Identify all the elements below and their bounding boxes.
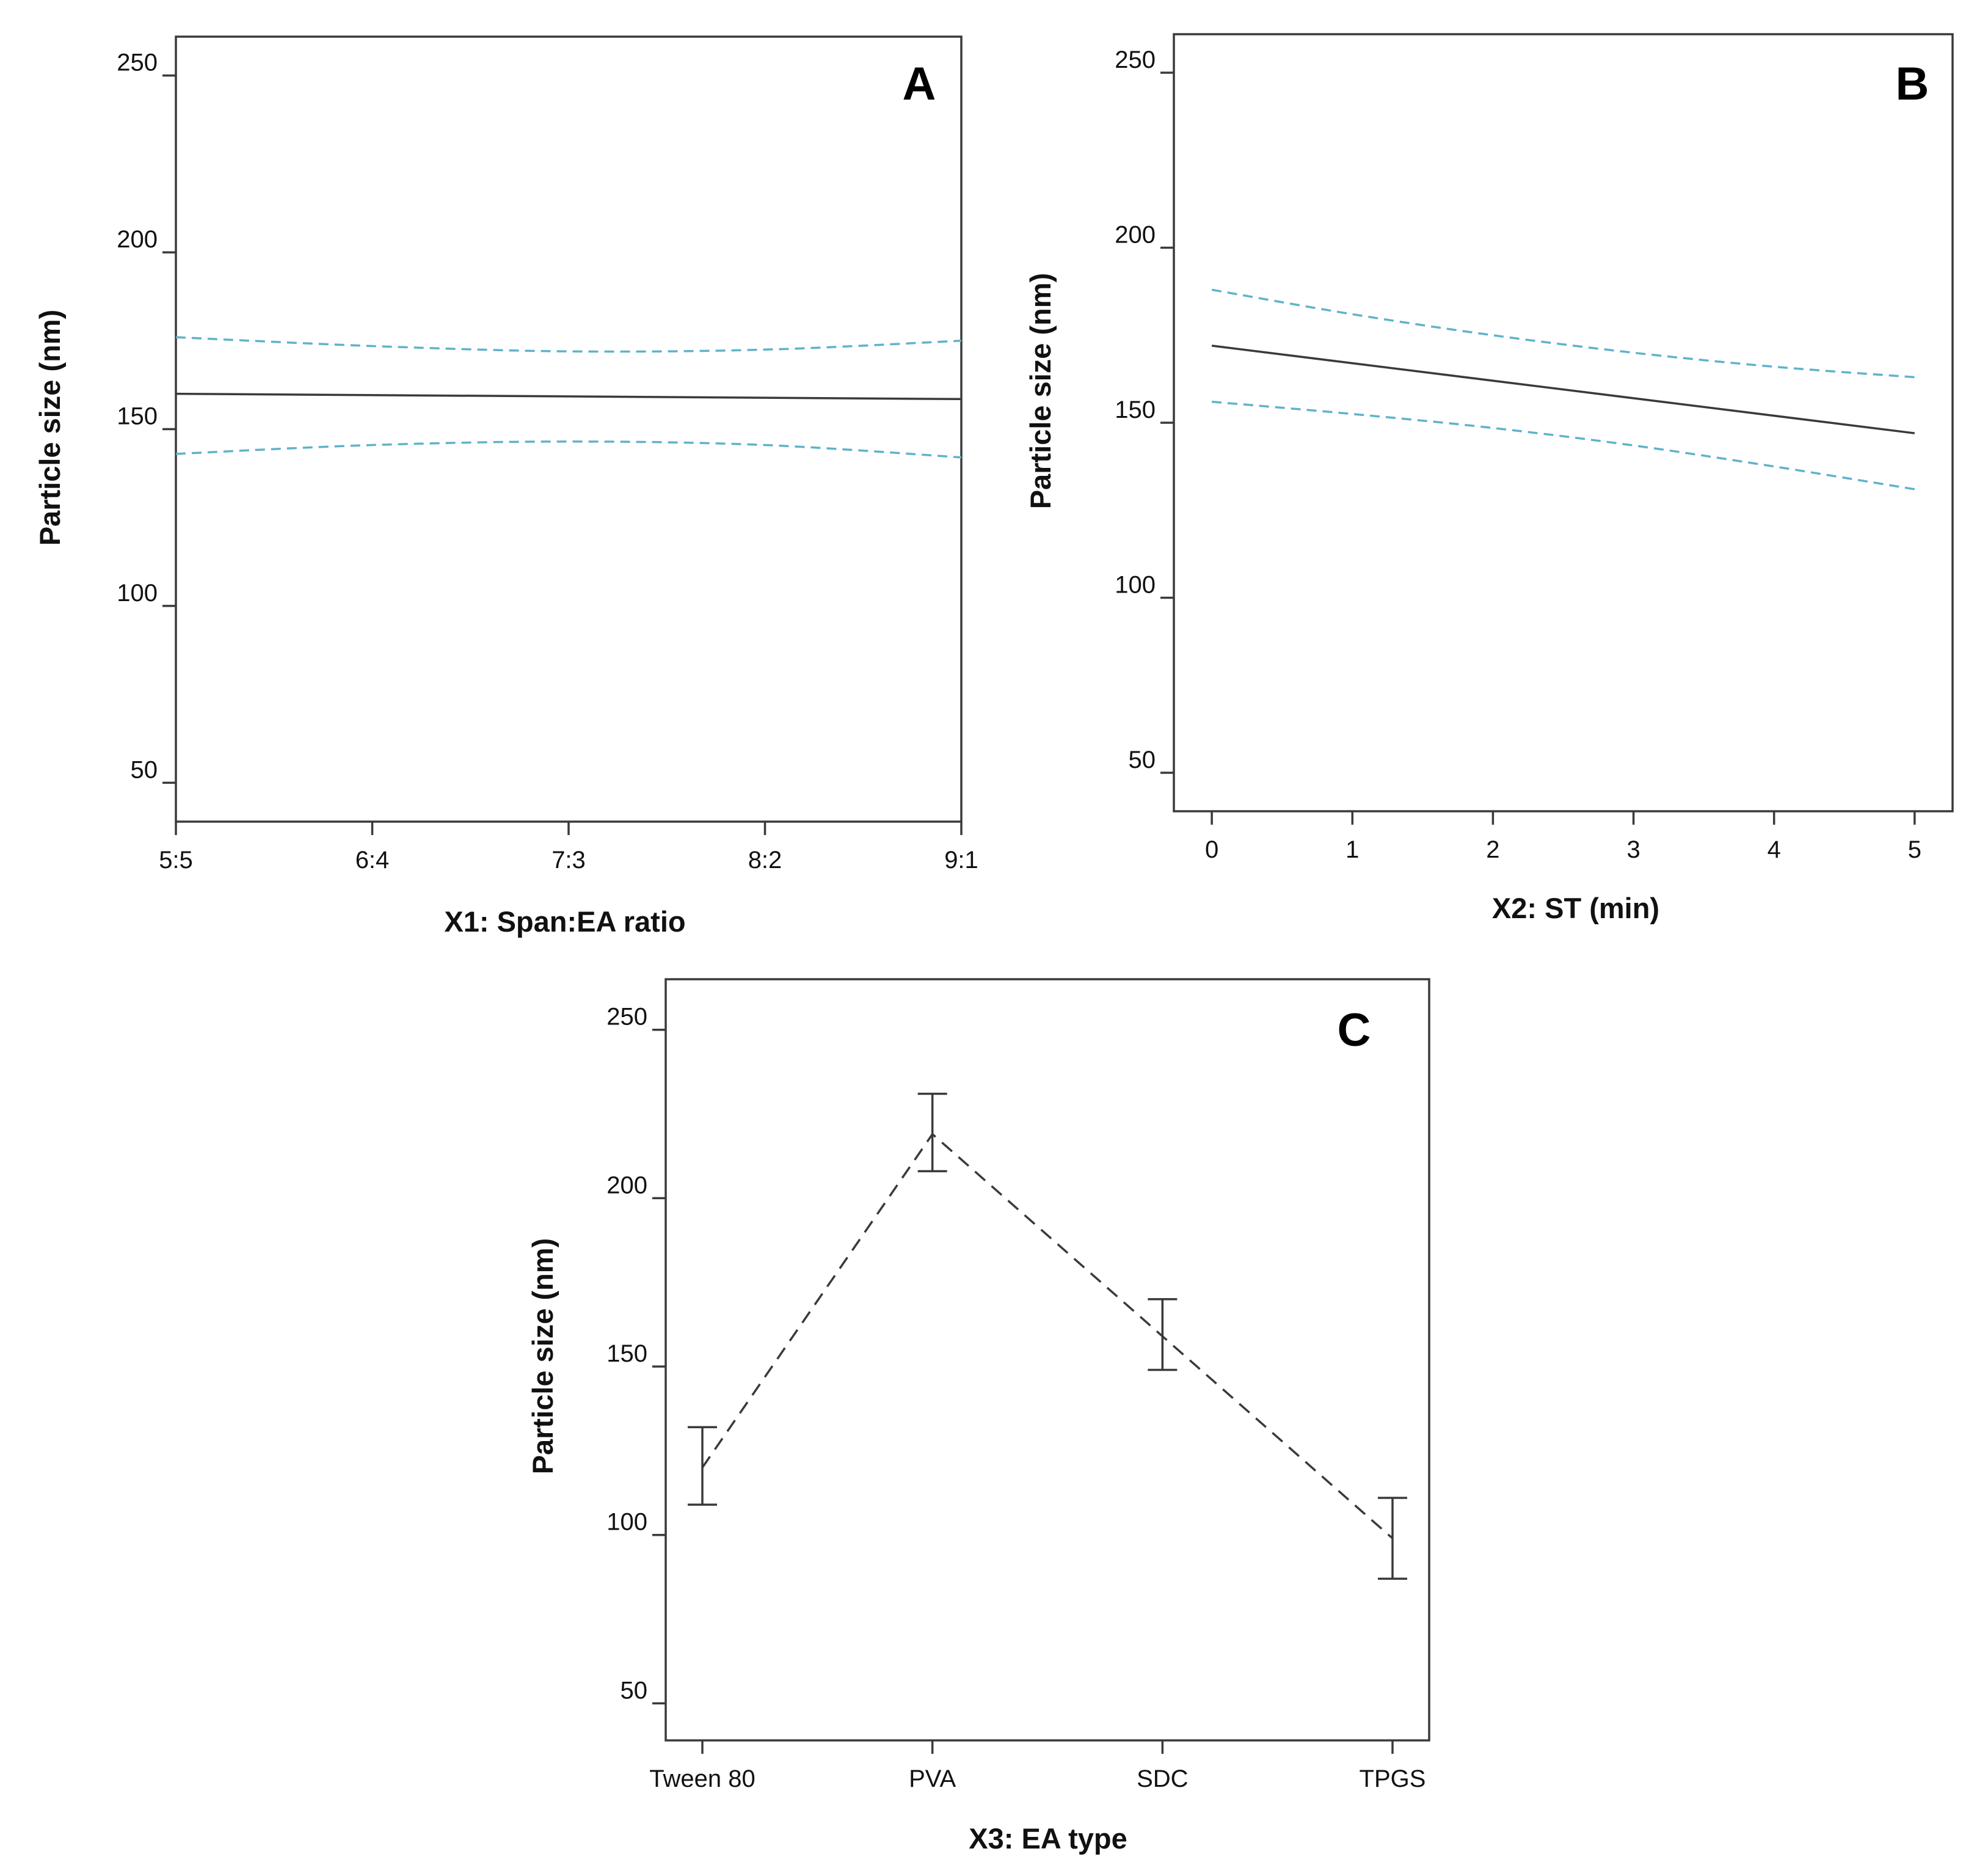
x-tick-label-c: Tween 80 bbox=[649, 1765, 755, 1792]
y-tick-label-a: 250 bbox=[117, 49, 158, 76]
y-tick-label-a: 150 bbox=[117, 403, 158, 430]
mean-connector-line-c bbox=[701, 1132, 1394, 1539]
x-ticks-c: Tween 80 PVA SDC TPGS bbox=[649, 1740, 1425, 1792]
y-tick-label-a: 100 bbox=[117, 580, 158, 607]
x-tick-label-b: 5 bbox=[1908, 836, 1921, 863]
y-tick-label-c: 150 bbox=[606, 1340, 647, 1367]
x-axis-title-b: X2: ST (min) bbox=[1492, 892, 1659, 924]
panel-label-c: C bbox=[1338, 1004, 1371, 1056]
error-bar-c bbox=[1378, 1497, 1407, 1580]
y-tick-label-b: 250 bbox=[1115, 46, 1156, 73]
series-b bbox=[1211, 288, 1915, 491]
y-axis-title-a: Particle size (nm) bbox=[34, 310, 66, 546]
y-tick-label-a: 200 bbox=[117, 226, 158, 253]
y-axis-title-b: Particle size (nm) bbox=[1024, 273, 1057, 509]
x-tick-label-a: 7:3 bbox=[552, 847, 586, 874]
x-tick-label-c: PVA bbox=[909, 1765, 956, 1792]
x-axis-title-c: X3: EA type bbox=[969, 1822, 1127, 1855]
x-tick-label-c: SDC bbox=[1137, 1765, 1188, 1792]
y-tick-label-b: 50 bbox=[1129, 746, 1156, 773]
y-tick-label-a: 50 bbox=[131, 756, 158, 783]
chart-panel-c: 50 100 150 200 250 Tween 80 PVA SDC TPGS C X3: … bbox=[526, 978, 1430, 1855]
x-tick-label-b: 2 bbox=[1486, 836, 1499, 863]
x-tick-label-b: 1 bbox=[1345, 836, 1359, 863]
x-tick-label-a: 5:5 bbox=[159, 847, 193, 874]
plot-frame-c bbox=[664, 978, 1430, 1742]
chart-panel-a: 50 100 150 200 250 5:5 6:4 7:3 8:2 9:1 A X1: Spa… bbox=[34, 35, 978, 938]
x-tick-label-b: 4 bbox=[1768, 836, 1781, 863]
y-tick-label-c: 200 bbox=[606, 1172, 647, 1199]
y-tick-label-b: 200 bbox=[1115, 222, 1156, 249]
x-ticks-b: 0 1 2 3 4 5 bbox=[1205, 811, 1921, 863]
error-bar-c bbox=[917, 1092, 947, 1173]
error-bar-c bbox=[1148, 1298, 1178, 1371]
y-ticks-a: 50 100 150 200 250 bbox=[117, 49, 176, 784]
panel-label-a: A bbox=[903, 58, 936, 110]
plot-frame-a bbox=[175, 35, 963, 823]
x-tick-label-a: 8:2 bbox=[748, 847, 782, 874]
error-bar-c bbox=[688, 1426, 717, 1506]
series-c bbox=[688, 1092, 1407, 1580]
y-tick-label-b: 100 bbox=[1115, 571, 1156, 598]
y-ticks-c: 50 100 150 200 250 bbox=[606, 1004, 666, 1705]
y-tick-label-b: 150 bbox=[1115, 396, 1156, 423]
chart-panel-b: 50 100 150 200 250 0 1 2 3 4 5 B X2: ST (min) Par… bbox=[1024, 33, 1954, 924]
y-ticks-b: 50 100 150 200 250 bbox=[1115, 46, 1174, 774]
x-tick-label-c: TPGS bbox=[1360, 1765, 1426, 1792]
panel-label-b: B bbox=[1896, 58, 1929, 110]
x-ticks-a: 5:5 6:4 7:3 8:2 9:1 bbox=[159, 822, 978, 874]
predicted-line-b bbox=[1211, 345, 1915, 434]
x-tick-label-b: 0 bbox=[1205, 836, 1218, 863]
x-tick-label-a: 6:4 bbox=[355, 847, 390, 874]
x-tick-label-a: 9:1 bbox=[944, 847, 978, 874]
y-tick-label-c: 250 bbox=[606, 1004, 647, 1031]
x-axis-title-a: X1: Span:EA ratio bbox=[444, 905, 685, 938]
lower-ci-line-a bbox=[175, 440, 962, 459]
lower-ci-line-b bbox=[1211, 400, 1915, 491]
y-tick-label-c: 100 bbox=[606, 1509, 647, 1536]
x-tick-label-b: 3 bbox=[1626, 836, 1640, 863]
series-a bbox=[175, 336, 962, 459]
predicted-line-a bbox=[175, 392, 962, 401]
y-tick-label-c: 50 bbox=[621, 1677, 648, 1704]
y-axis-title-c: Particle size (nm) bbox=[526, 1238, 559, 1475]
upper-ci-line-b bbox=[1211, 288, 1915, 379]
upper-ci-line-a bbox=[175, 336, 962, 353]
